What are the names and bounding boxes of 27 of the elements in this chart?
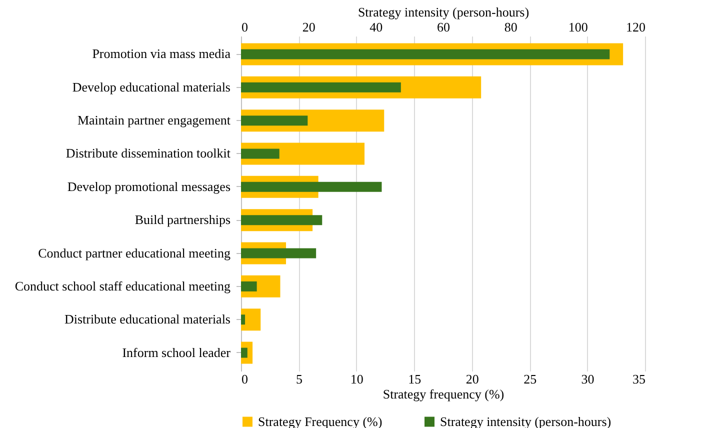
- x-tick-label: 0: [242, 372, 248, 386]
- x-tick-label: 5: [296, 372, 302, 386]
- x-tick-label: 15: [408, 372, 422, 386]
- y-tick-label: Conduct partner educational meeting: [38, 245, 231, 260]
- x-tick-label: 20: [466, 372, 479, 386]
- y-tick-label: Promotion via mass media: [92, 46, 231, 62]
- y-tick-label: Distribute educational materials: [64, 312, 230, 327]
- y-tick-label: Conduct school staff educational meeting: [14, 278, 231, 294]
- x2-tick-label: 40: [370, 20, 383, 34]
- x-tick-label: 25: [524, 372, 537, 386]
- x-tick-label: 30: [581, 372, 594, 386]
- y-tick-label: Inform school leader: [122, 344, 232, 360]
- y-tick-label: Build partnerships: [134, 212, 230, 228]
- x-tick-label: 35: [632, 372, 646, 386]
- x-axis-title: Strategy frequency (%): [382, 386, 504, 402]
- x-tick-label: 10: [350, 372, 364, 386]
- x2-tick-label: 20: [302, 20, 316, 34]
- x2-tick-label: 100: [568, 20, 588, 34]
- y-tick-label: Distribute dissemination toolkit: [66, 146, 231, 161]
- x2-tick-label: 80: [504, 20, 518, 34]
- y-tick-label: Develop promotional messages: [67, 178, 230, 194]
- x2-axis-title: Strategy intensity (person-hours): [358, 4, 530, 20]
- x2-tick-label: 60: [437, 20, 450, 34]
- y-tick-label: Maintain partner engagement: [77, 112, 231, 128]
- y-tick-label: Develop educational materials: [72, 79, 230, 94]
- x2-tick-label: 120: [626, 20, 646, 34]
- x2-tick-label: 0: [242, 20, 248, 34]
